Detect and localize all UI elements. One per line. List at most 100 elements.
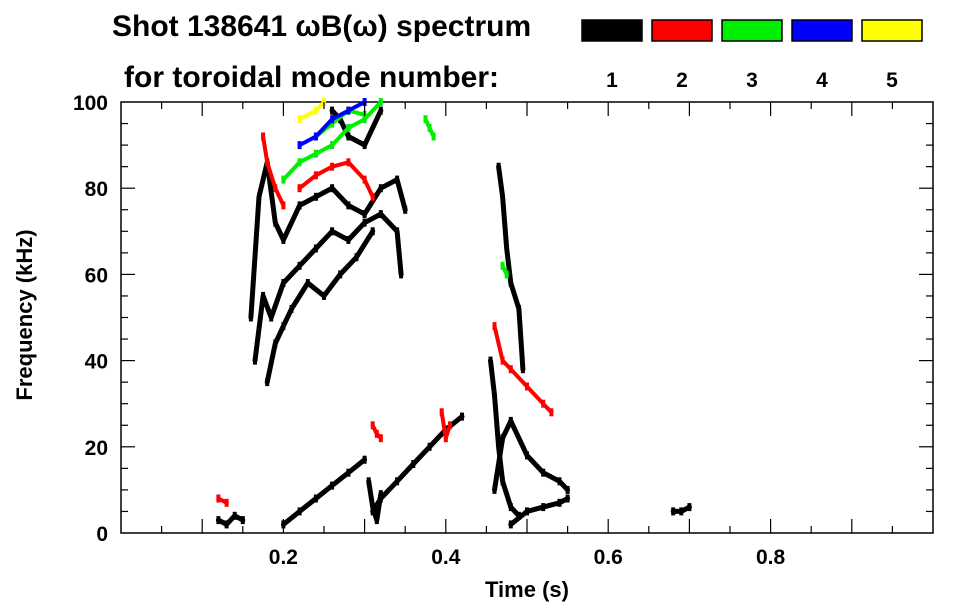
mode-2-point xyxy=(273,184,278,193)
mode-1-point xyxy=(281,235,286,244)
mode-1-point xyxy=(240,516,245,525)
mode-2-point xyxy=(346,158,351,167)
mode-2-point xyxy=(500,356,505,365)
mode-1-point xyxy=(362,455,367,464)
mode-1-point xyxy=(378,490,383,499)
mode-1-point xyxy=(362,218,367,227)
mode-3-point xyxy=(378,98,383,106)
mode-4-point xyxy=(297,141,302,150)
mode-1-point xyxy=(488,356,493,365)
x-axis-label: Time (s) xyxy=(485,577,569,602)
mode-1-point xyxy=(273,339,278,348)
mode-1-point xyxy=(460,412,464,421)
mode-1-point xyxy=(525,451,529,460)
mode-3-point xyxy=(330,119,335,128)
mode-1-point xyxy=(273,218,278,227)
y-axis-label: Frequency (kHz) xyxy=(12,229,37,400)
mode-1-point xyxy=(508,503,513,512)
mode-2-point xyxy=(549,408,554,417)
mode-1-point xyxy=(687,503,692,512)
axis-tick-labels: 0.2 0.4 0.6 0.8 0 20 40 60 80 100 xyxy=(73,92,786,569)
mode-4-point xyxy=(346,106,351,115)
mode-1-point xyxy=(346,201,351,210)
axis-ticks xyxy=(121,102,933,533)
mode-1-point xyxy=(565,485,570,494)
mode-2-point xyxy=(216,494,221,503)
mode-1-point xyxy=(305,279,310,287)
mode-2-point xyxy=(508,365,513,374)
legend-swatch-4 xyxy=(791,19,853,42)
mode-1-point xyxy=(346,132,351,141)
mode-1-point xyxy=(500,477,505,486)
x-tick-label: 0.6 xyxy=(594,546,623,569)
plot-frame xyxy=(120,101,934,534)
mode-1-point xyxy=(322,291,326,300)
mode-2-point xyxy=(362,175,367,184)
y-tick-label: 80 xyxy=(85,178,108,201)
mode-1-point xyxy=(330,184,335,193)
mode-1-point xyxy=(492,391,497,400)
mode-2-point xyxy=(261,132,266,141)
mode-1-point xyxy=(679,507,684,516)
mode-1-point xyxy=(541,503,546,512)
mode-1-point xyxy=(346,235,351,244)
legend-label-1: 1 xyxy=(606,69,618,92)
mode-4-point xyxy=(313,132,318,141)
chart-title-line1: Shot 138641 ωB(ω) spectrum xyxy=(112,10,531,43)
legend-swatch-5 xyxy=(861,19,923,42)
mode-1-point xyxy=(541,468,546,477)
mode-3-point xyxy=(431,132,436,141)
mode-2-point xyxy=(447,421,452,430)
mode-2-point xyxy=(330,162,335,171)
mode-1-point xyxy=(378,106,383,115)
chart-title-line2: for toroidal mode number: xyxy=(124,61,499,94)
spectrum-data-layer xyxy=(215,98,692,529)
mode-3-point xyxy=(281,175,286,184)
mode-1-trace-4 xyxy=(215,513,246,527)
mode-1-point xyxy=(313,192,318,201)
mode-3-point xyxy=(504,270,509,279)
mode-1-point xyxy=(346,468,351,477)
mode-5-trace-0 xyxy=(297,100,326,122)
mode-1-point xyxy=(395,477,400,486)
mode-3-point xyxy=(330,141,335,150)
legend-label-3: 3 xyxy=(746,69,758,92)
mode-1-point xyxy=(520,365,525,374)
mode-2-point xyxy=(313,171,318,180)
mode-2-point xyxy=(370,421,375,430)
mode-1-point xyxy=(370,227,375,236)
mode-1-point xyxy=(492,485,497,494)
mode-1-point xyxy=(313,494,318,503)
mode-1-point xyxy=(281,279,286,287)
mode-2-point xyxy=(492,322,497,331)
mode-1-point xyxy=(338,270,343,279)
mode-5-point xyxy=(313,106,318,115)
mode-1-point xyxy=(496,162,501,171)
mode-1-point xyxy=(224,520,229,529)
mode-1-point xyxy=(281,322,286,331)
mode-1-point xyxy=(216,516,221,525)
mode-1-point xyxy=(378,210,383,219)
mode-1-point xyxy=(565,494,570,503)
mode-1-point xyxy=(297,261,302,270)
mode-3-point xyxy=(362,115,367,124)
mode-1-trace-7 xyxy=(366,478,384,523)
mode-1-point xyxy=(330,481,335,490)
mode-1-point xyxy=(297,201,302,210)
mode-2-point xyxy=(439,408,444,417)
mode-1-point xyxy=(557,477,562,486)
mode-1-point xyxy=(403,205,408,214)
legend-label-5: 5 xyxy=(886,69,898,92)
mode-3-point xyxy=(427,123,432,132)
mode-1-point xyxy=(411,460,416,468)
legend-swatch-1 xyxy=(581,19,643,42)
mode-2-point xyxy=(378,434,383,443)
mode-1-point xyxy=(500,434,505,443)
y-tick-label: 40 xyxy=(85,351,108,374)
mode-1-point xyxy=(504,244,509,253)
y-tick-label: 100 xyxy=(73,92,108,115)
mode-1-point xyxy=(257,192,261,201)
mode-1-point xyxy=(253,356,257,365)
mode-1-point xyxy=(516,304,521,313)
